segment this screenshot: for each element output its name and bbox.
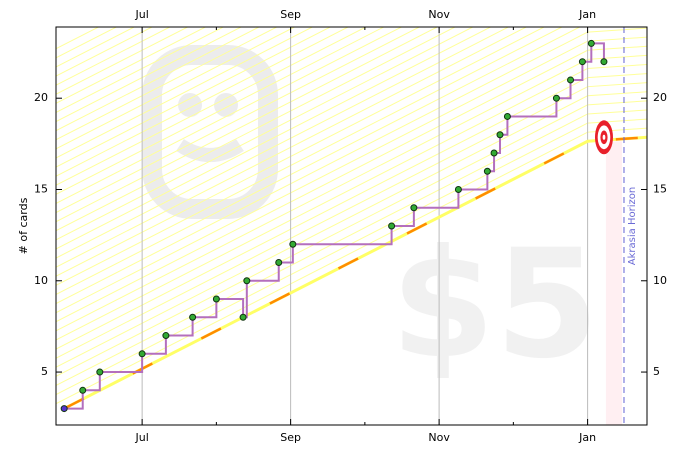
guide-line: [56, 27, 510, 259]
road-dashes: [63, 136, 647, 410]
plot-area: [56, 27, 647, 425]
y-tick-label: 20: [653, 91, 667, 104]
y-tick-label: 15: [34, 182, 48, 195]
data-point: [189, 313, 197, 321]
data-point: [243, 277, 251, 285]
y-tick-label: 10: [34, 274, 48, 287]
guide-line: [56, 27, 403, 204]
data-point: [496, 131, 504, 139]
guide-line: [56, 27, 332, 168]
data-point: [60, 405, 68, 413]
x-tick-label: Nov: [428, 431, 450, 444]
guide-line: [56, 27, 296, 150]
x-tick-label: Sep: [280, 431, 301, 444]
x-tick-label: Sep: [280, 8, 301, 21]
guide-line: [56, 27, 261, 132]
x-tick-label: Jan: [578, 8, 596, 21]
data-point: [490, 149, 498, 157]
data-point: [567, 76, 575, 84]
guide-line: [56, 27, 314, 159]
guide-line: [56, 27, 367, 186]
data-point: [239, 313, 247, 321]
data-point: [600, 58, 608, 66]
x-tick-label: Jul: [134, 431, 148, 444]
data-point: [578, 58, 586, 66]
guide-line: [56, 27, 243, 122]
guide-line: [56, 27, 546, 277]
guide-line: [56, 27, 278, 141]
guide-line: [56, 27, 528, 268]
guide-line: [56, 27, 564, 286]
data-point: [79, 386, 87, 394]
data-point: [96, 368, 104, 376]
target-icon: [602, 134, 606, 140]
guide-line: [56, 27, 581, 295]
data-point: [454, 185, 462, 193]
guide-line: [56, 27, 457, 232]
x-tick-label: Nov: [428, 8, 450, 21]
watermark: $5: [391, 218, 600, 392]
data-point: [138, 350, 146, 358]
y-tick-label: 5: [41, 365, 48, 378]
data-point: [388, 222, 396, 230]
data-point: [483, 167, 491, 175]
data-point: [212, 295, 220, 303]
y-tick-label: 5: [653, 365, 660, 378]
guide-line: [56, 27, 350, 177]
y-axis-label: # of cards: [17, 197, 30, 254]
guide-line: [56, 27, 439, 223]
guide-line: [56, 27, 385, 195]
x-tick-label: Jul: [134, 8, 148, 21]
guide-line: [56, 27, 492, 250]
data-point: [587, 39, 595, 47]
y-tick-label: 20: [34, 91, 48, 104]
plot-frame: [55, 26, 648, 426]
guide-line: [56, 27, 474, 241]
guide-line: [56, 27, 421, 213]
horizon-label: Akrasia Horizon: [627, 187, 638, 265]
data-point: [503, 112, 511, 120]
horizon-band: [605, 141, 622, 425]
y-tick-label: 15: [653, 182, 667, 195]
y-tick-label: 10: [653, 274, 667, 287]
data-point: [552, 94, 560, 102]
data-point: [289, 240, 297, 248]
data-point: [410, 204, 418, 212]
data-point: [162, 332, 170, 340]
x-tick-label: Jan: [578, 431, 596, 444]
data-point: [275, 259, 283, 267]
